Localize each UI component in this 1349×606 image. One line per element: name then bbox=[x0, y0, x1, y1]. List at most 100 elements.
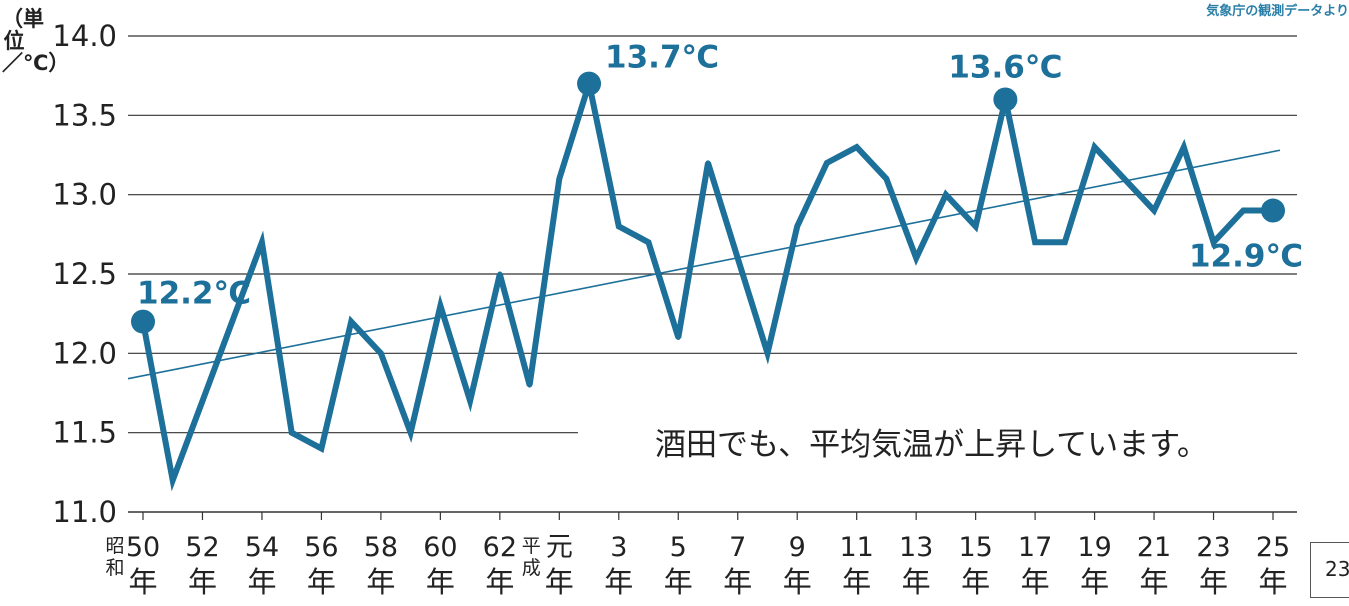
data-point bbox=[883, 176, 889, 182]
highlight-marker bbox=[993, 87, 1018, 112]
x-tick-label: 19 bbox=[1077, 532, 1111, 563]
y-tick-label: 11.0 bbox=[52, 495, 117, 529]
highlight-label: 13.7℃ bbox=[605, 40, 719, 76]
x-tick-label: 3 bbox=[610, 532, 627, 563]
data-point bbox=[497, 271, 503, 277]
data-point bbox=[1092, 144, 1098, 150]
x-tick-label: 7 bbox=[729, 532, 746, 563]
data-point bbox=[1032, 239, 1038, 245]
x-tick-label: 62 bbox=[483, 532, 517, 563]
page-number: 23 bbox=[1310, 542, 1349, 598]
data-point bbox=[170, 477, 176, 483]
x-tick-labels: 50年昭和52年54年56年58年60年62年元年平成3年5年7年9年11年13… bbox=[105, 532, 1290, 599]
x-tick-year-suffix: 年 bbox=[783, 565, 812, 599]
data-point bbox=[646, 239, 652, 245]
x-tick-label: 54 bbox=[245, 532, 279, 563]
y-tick-label: 12.5 bbox=[52, 257, 117, 291]
x-tick-year-suffix: 年 bbox=[128, 565, 157, 599]
x-tick-label: 5 bbox=[670, 532, 687, 563]
data-point bbox=[794, 223, 800, 229]
x-tick-year-suffix: 年 bbox=[426, 565, 455, 599]
data-point bbox=[1151, 208, 1157, 214]
data-point bbox=[735, 255, 741, 261]
x-tick-year-suffix: 年 bbox=[1258, 565, 1287, 599]
data-point bbox=[289, 430, 295, 436]
x-tick-label: 23 bbox=[1196, 532, 1230, 563]
data-point bbox=[764, 350, 770, 356]
x-tick-year-suffix: 年 bbox=[1140, 565, 1169, 599]
data-point bbox=[1121, 176, 1127, 182]
x-tick-era-label: 平成 bbox=[522, 535, 541, 579]
data-point bbox=[408, 430, 414, 436]
x-tick-year-suffix: 年 bbox=[1199, 565, 1228, 599]
data-point bbox=[199, 398, 205, 404]
y-tick-label: 14.0 bbox=[52, 19, 117, 53]
x-tick-year-suffix: 年 bbox=[961, 565, 990, 599]
data-point bbox=[259, 239, 265, 245]
x-tick-label: 元 bbox=[546, 532, 573, 563]
data-point bbox=[705, 160, 711, 166]
series-line bbox=[140, 71, 1273, 492]
chart-annotation: 酒田でも、平均気温が上昇しています。 bbox=[655, 427, 1208, 463]
x-tick-label: 60 bbox=[423, 532, 457, 563]
x-tick-label: 52 bbox=[185, 532, 219, 563]
data-point bbox=[675, 334, 681, 340]
x-tick-label: 15 bbox=[958, 532, 992, 563]
data-point bbox=[616, 223, 622, 229]
x-tick-label: 25 bbox=[1256, 532, 1290, 563]
x-tick-year-suffix: 年 bbox=[366, 565, 395, 599]
data-point bbox=[824, 160, 830, 166]
highlight-marker bbox=[577, 71, 602, 96]
trend-line bbox=[127, 149, 1281, 380]
x-tick-label: 50 bbox=[126, 532, 160, 563]
data-point bbox=[943, 192, 949, 198]
highlight-label: 12.2℃ bbox=[137, 276, 251, 312]
data-point bbox=[348, 319, 354, 325]
y-tick-label: 13.5 bbox=[52, 98, 117, 132]
highlight-label: 12.9℃ bbox=[1189, 239, 1303, 275]
x-tick-label: 9 bbox=[789, 532, 806, 563]
data-point bbox=[318, 446, 324, 452]
series-group bbox=[140, 71, 1276, 492]
x-tick-label: 17 bbox=[1018, 532, 1052, 563]
x-tick-label: 21 bbox=[1137, 532, 1171, 563]
data-point bbox=[378, 350, 384, 356]
data-point bbox=[556, 176, 562, 182]
highlight-marker bbox=[1261, 198, 1285, 223]
data-point bbox=[1062, 239, 1068, 245]
x-tick-year-suffix: 年 bbox=[604, 565, 633, 599]
x-tick-year-suffix: 年 bbox=[902, 565, 931, 599]
y-tick-label: 13.0 bbox=[52, 178, 117, 212]
x-tick-year-suffix: 年 bbox=[723, 565, 752, 599]
y-tick-label: 12.0 bbox=[52, 336, 117, 370]
data-point bbox=[854, 144, 860, 150]
x-tick-era-label: 昭和 bbox=[105, 535, 124, 579]
x-tick-year-suffix: 年 bbox=[664, 565, 693, 599]
x-tick-year-suffix: 年 bbox=[1021, 565, 1050, 599]
highlight-marker bbox=[131, 309, 155, 334]
data-point bbox=[527, 382, 533, 388]
data-point bbox=[973, 223, 979, 229]
x-tick-label: 11 bbox=[840, 532, 874, 563]
x-tick-year-suffix: 年 bbox=[247, 565, 276, 599]
x-tick-year-suffix: 年 bbox=[188, 565, 217, 599]
data-point bbox=[1211, 239, 1217, 245]
x-tick-year-suffix: 年 bbox=[1080, 565, 1109, 599]
x-tick-year-suffix: 年 bbox=[842, 565, 871, 599]
highlights-group: 12.2℃ 13.7℃ 13.6℃ 12.9℃ bbox=[131, 40, 1303, 334]
data-point bbox=[913, 255, 919, 261]
data-point bbox=[1240, 208, 1246, 214]
trend-line-group bbox=[127, 149, 1281, 380]
data-point bbox=[229, 319, 235, 325]
data-point bbox=[437, 303, 443, 309]
y-tick-labels: 14.0 13.5 13.0 12.5 12.0 11.5 11.0 bbox=[52, 19, 117, 529]
source-note: 気象庁の観測データより bbox=[1206, 4, 1349, 19]
x-tick-year-suffix: 年 bbox=[545, 565, 574, 599]
x-tick-label: 13 bbox=[899, 532, 933, 563]
data-point bbox=[467, 398, 473, 404]
data-point bbox=[1181, 144, 1187, 150]
highlight-label: 13.6℃ bbox=[948, 49, 1062, 85]
x-tick-year-suffix: 年 bbox=[485, 565, 514, 599]
x-tick-label: 58 bbox=[364, 532, 398, 563]
